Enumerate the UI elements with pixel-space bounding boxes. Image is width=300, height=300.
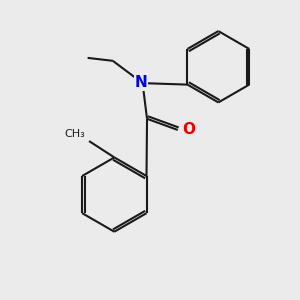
Text: CH₃: CH₃: [65, 129, 85, 139]
Text: N: N: [135, 75, 148, 90]
Text: O: O: [182, 122, 195, 137]
